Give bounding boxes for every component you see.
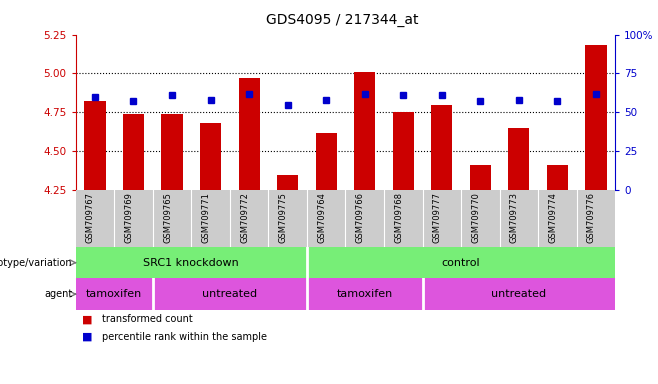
Text: GSM709767: GSM709767	[86, 192, 95, 243]
Text: percentile rank within the sample: percentile rank within the sample	[102, 332, 267, 342]
Bar	[470, 165, 491, 190]
Text: GSM709768: GSM709768	[394, 192, 403, 243]
Text: agent: agent	[44, 289, 72, 299]
Text: ■: ■	[82, 314, 93, 324]
Text: GSM709775: GSM709775	[278, 192, 288, 243]
Bar	[277, 175, 298, 190]
Text: tamoxifen: tamoxifen	[337, 289, 393, 299]
Text: GSM709776: GSM709776	[587, 192, 596, 243]
Text: GSM709769: GSM709769	[124, 192, 134, 243]
Text: SRC1 knockdown: SRC1 knockdown	[143, 258, 239, 268]
Text: transformed count: transformed count	[102, 314, 193, 324]
Bar	[354, 72, 375, 190]
Text: GSM709765: GSM709765	[163, 192, 172, 243]
Text: GSM709771: GSM709771	[201, 192, 211, 243]
Bar	[547, 165, 568, 190]
Bar	[431, 104, 453, 190]
Text: GSM709774: GSM709774	[548, 192, 557, 243]
Text: GSM709764: GSM709764	[317, 192, 326, 243]
Bar	[161, 114, 183, 190]
Text: GDS4095 / 217344_at: GDS4095 / 217344_at	[266, 13, 418, 27]
Text: untreated: untreated	[492, 289, 546, 299]
Text: ■: ■	[82, 332, 93, 342]
Bar	[508, 128, 530, 190]
Bar	[123, 114, 144, 190]
Text: genotype/variation: genotype/variation	[0, 258, 72, 268]
Bar	[200, 123, 221, 190]
Bar	[586, 45, 607, 190]
Bar	[316, 132, 337, 190]
Text: tamoxifen: tamoxifen	[86, 289, 142, 299]
Bar	[393, 113, 414, 190]
Text: untreated: untreated	[202, 289, 257, 299]
Bar	[84, 101, 105, 190]
Text: control: control	[442, 258, 480, 268]
Text: GSM709772: GSM709772	[240, 192, 249, 243]
Bar	[238, 78, 260, 190]
Text: GSM709770: GSM709770	[471, 192, 480, 243]
Text: GSM709777: GSM709777	[433, 192, 442, 243]
Text: GSM709773: GSM709773	[510, 192, 519, 243]
Text: GSM709766: GSM709766	[356, 192, 365, 243]
